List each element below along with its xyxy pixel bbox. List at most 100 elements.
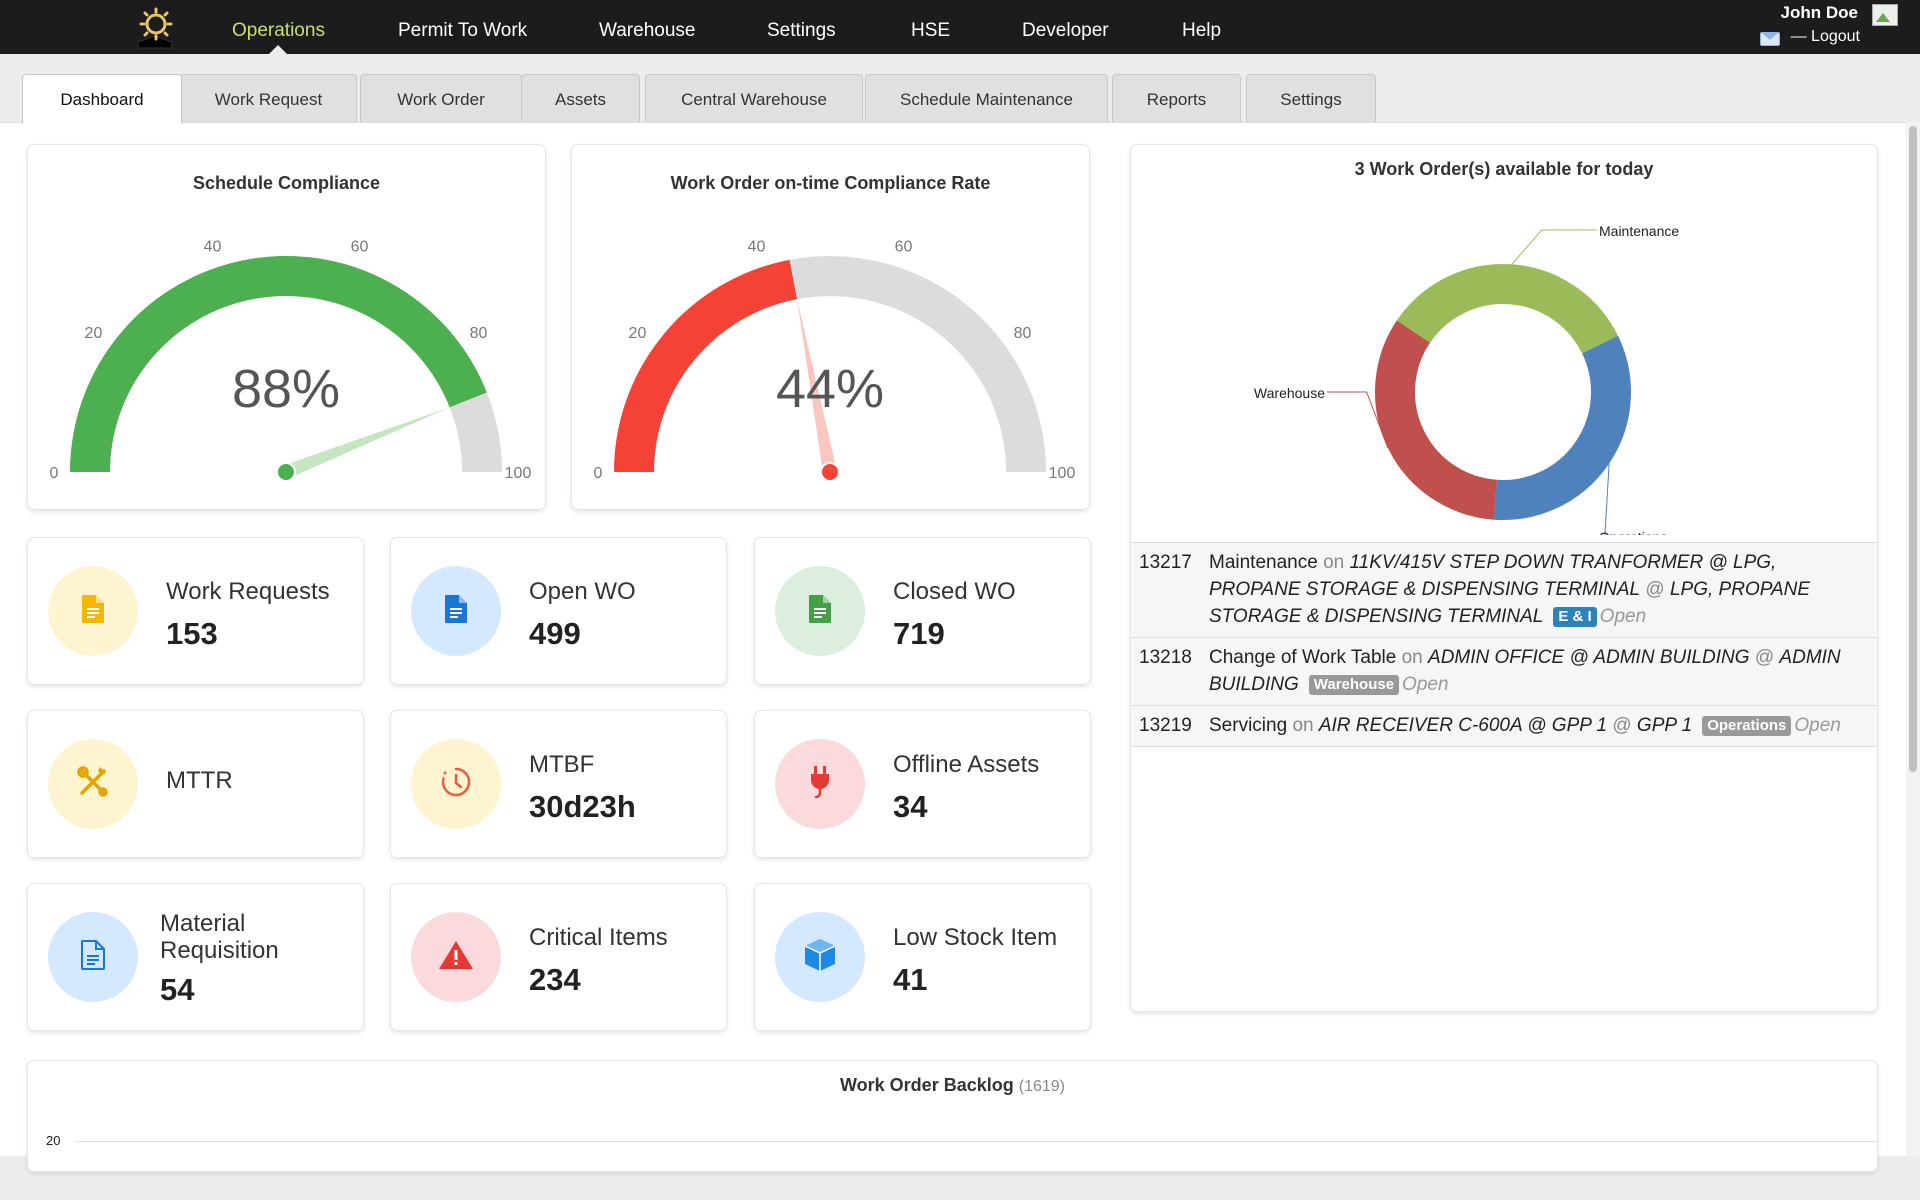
department-badge: Warehouse xyxy=(1308,675,1400,695)
gauge-tick-label: 20 xyxy=(85,325,103,342)
location-name: GPP 1 xyxy=(1636,715,1693,736)
nav-item-settings[interactable]: Settings xyxy=(767,20,836,41)
backlog-gridline xyxy=(74,1141,1878,1142)
tab-schedule-maintenance[interactable]: Schedule Maintenance xyxy=(865,74,1108,122)
tab-reports[interactable]: Reports xyxy=(1112,74,1241,122)
user-name[interactable]: John Doe xyxy=(1780,3,1858,22)
gauge-title: Work Order on-time Compliance Rate xyxy=(670,173,991,193)
gauge-title: Schedule Compliance xyxy=(192,173,381,193)
wo-compliance-gauge: 0 20 40 60 80 100 44% xyxy=(594,239,1076,482)
stat-label: Closed WO xyxy=(893,578,1016,605)
gauge-tick-label: 80 xyxy=(1014,325,1032,342)
stat-value: 41 xyxy=(893,962,928,997)
tab-work-order[interactable]: Work Order xyxy=(360,74,522,122)
tab-dashboard[interactable]: Dashboard xyxy=(22,74,182,124)
gauge-tick-label: 0 xyxy=(594,465,603,482)
backlog-y-tick: 20 xyxy=(46,1133,61,1148)
scrollbar-thumb[interactable] xyxy=(1909,126,1917,772)
gauge-tick-label: 100 xyxy=(505,465,532,482)
stat-label: Open WO xyxy=(529,578,636,605)
stat-value: 719 xyxy=(893,616,945,651)
stat-icon-circle xyxy=(775,739,865,829)
scrollbar[interactable] xyxy=(1906,122,1920,1156)
stat-card-work-requests[interactable]: Work Requests 153 xyxy=(28,538,363,684)
stat-icon-circle xyxy=(411,912,501,1002)
location-name: ADMIN BUILDING xyxy=(1209,647,1841,695)
mail-icon[interactable] xyxy=(1760,32,1780,46)
at-label: @ xyxy=(1645,579,1665,600)
nav-item-developer[interactable]: Developer xyxy=(1022,20,1109,41)
stat-value: 234 xyxy=(529,962,581,997)
work-order-type: Maintenance xyxy=(1209,552,1318,573)
status-text: Open xyxy=(1402,674,1449,695)
gauge-tick-label: 40 xyxy=(748,239,766,256)
work-order-list: 13217 Maintenance on 11KV/415V STEP DOWN … xyxy=(1131,542,1877,747)
department-badge: E & I xyxy=(1553,607,1597,627)
nav-item-hse[interactable]: HSE xyxy=(911,20,951,41)
work-order-row[interactable]: 13217 Maintenance on 11KV/415V STEP DOWN … xyxy=(1131,543,1877,638)
donut-label: Warehouse xyxy=(1254,385,1325,401)
stat-card-mtbf[interactable]: MTBF 30d23h xyxy=(391,711,726,857)
donut-slice-maintenance[interactable] xyxy=(1396,264,1619,354)
tab-work-request[interactable]: Work Request xyxy=(180,74,357,122)
work-order-id[interactable]: 13218 xyxy=(1139,647,1192,668)
donut-label-connector xyxy=(1511,229,1597,265)
stat-card-closed-wo[interactable]: Closed WO 719 xyxy=(755,538,1090,684)
stat-value: 153 xyxy=(166,616,218,651)
document-outline-icon xyxy=(80,939,106,975)
stat-card-material-requisition[interactable]: Material Requisition 54 xyxy=(28,884,363,1030)
stat-label: Work Requests xyxy=(166,578,330,605)
work-order-id[interactable]: 13219 xyxy=(1139,715,1192,736)
stat-card-low-stock-item[interactable]: Low Stock Item 41 xyxy=(755,884,1090,1030)
work-order-id[interactable]: 13217 xyxy=(1139,552,1192,573)
tab-settings[interactable]: Settings xyxy=(1246,74,1376,122)
tools-icon xyxy=(76,765,110,804)
tab-assets[interactable]: Assets xyxy=(521,74,640,122)
donut-slice-warehouse[interactable] xyxy=(1375,320,1498,520)
gauge-tick-label: 80 xyxy=(470,325,488,342)
logout-link[interactable]: — Logout xyxy=(1790,28,1860,45)
stat-icon-circle xyxy=(48,566,138,656)
donut-slice-operations[interactable] xyxy=(1494,335,1631,520)
nav-item-permit-to-work[interactable]: Permit To Work xyxy=(398,20,528,41)
gauge-needle xyxy=(797,299,837,474)
donut-label-connector xyxy=(1604,463,1610,535)
gauge-needle xyxy=(283,407,450,479)
schedule-compliance-card: Schedule Compliance 0 20 40 60 80 100 88% xyxy=(28,145,545,509)
stat-card-critical-items[interactable]: Critical Items 234 xyxy=(391,884,726,1030)
schedule-compliance-gauge: 0 20 40 60 80 100 88% xyxy=(50,239,532,482)
gauge-value-arc xyxy=(614,259,798,473)
stat-label: Critical Items xyxy=(529,924,668,951)
top-navbar: Operations Permit To Work Warehouse Setting… xyxy=(0,0,1920,54)
tab-central-warehouse[interactable]: Central Warehouse xyxy=(645,74,863,122)
donut-label: Operations xyxy=(1599,529,1667,535)
on-label: on xyxy=(1401,647,1423,668)
backlog-count: (1619) xyxy=(1018,1078,1065,1095)
stat-card-mttr[interactable]: MTTR xyxy=(28,711,363,857)
stat-card-offline-assets[interactable]: Offline Assets 34 xyxy=(755,711,1090,857)
stat-label: Low Stock Item xyxy=(893,924,1058,951)
nav-item-help[interactable]: Help xyxy=(1182,20,1222,41)
document-icon xyxy=(807,594,833,629)
work-order-row[interactable]: 13218 Change of Work Table on ADMIN OFFIC… xyxy=(1131,638,1877,706)
stat-card-open-wo[interactable]: Open WO 499 xyxy=(391,538,726,684)
backlog-title-text: Work Order Backlog xyxy=(840,1075,1014,1095)
department-badge: Operations xyxy=(1702,716,1792,736)
gauge-tick-label: 100 xyxy=(1049,465,1076,482)
stat-icon-circle xyxy=(775,566,865,656)
work-order-row[interactable]: 13219 Servicing on AIR RECEIVER C-600A @ … xyxy=(1131,706,1877,747)
work-orders-title: 3 Work Order(s) available for today xyxy=(1354,159,1654,179)
avatar[interactable] xyxy=(1872,4,1898,26)
document-icon xyxy=(80,594,106,629)
on-label: on xyxy=(1292,715,1314,736)
nav-item-warehouse[interactable]: Warehouse xyxy=(599,20,696,41)
dashboard-content: Schedule Compliance 0 20 40 60 80 100 88% Work… xyxy=(0,122,1906,1171)
document-icon xyxy=(443,594,469,629)
stat-icon-circle xyxy=(775,912,865,1002)
nav-item-operations[interactable]: Operations xyxy=(232,0,325,54)
work-order-type: Change of Work Table xyxy=(1209,647,1397,668)
at-label: @ xyxy=(1612,715,1632,736)
stat-icon-circle xyxy=(411,739,501,829)
location-name: LPG, PROPANE STORAGE & DISPENSING TERMIN… xyxy=(1209,579,1811,627)
plug-icon xyxy=(805,764,835,805)
